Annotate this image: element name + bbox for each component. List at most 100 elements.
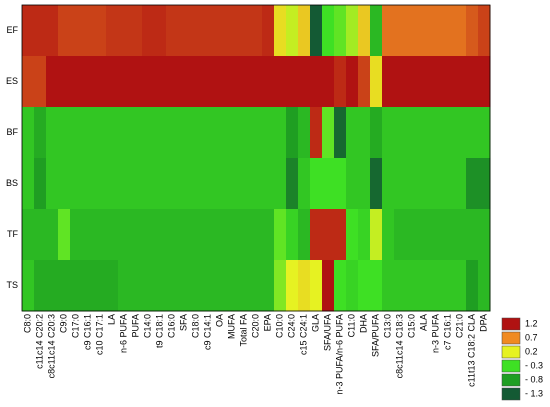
heatmap-cell: [250, 107, 263, 159]
heatmap-cell: [286, 260, 299, 312]
x-tick-label: SFA/UFA: [322, 314, 332, 351]
heatmap-cell: [274, 209, 287, 261]
heatmap-cell: [166, 107, 179, 159]
x-tick-label: C11:0: [346, 314, 356, 337]
heatmap-cell: [22, 5, 35, 57]
heatmap-cell: [34, 158, 47, 210]
x-tick-label: C17:0: [70, 314, 80, 338]
heatmap-cell: [418, 5, 431, 57]
heatmap-cell: [406, 107, 419, 159]
x-tick-label: EPA: [262, 314, 272, 331]
heatmap-cell: [358, 107, 371, 159]
heatmap-cell: [130, 56, 143, 108]
heatmap-cell: [46, 56, 59, 108]
heatmap-cell: [466, 260, 479, 312]
heatmap-cell: [430, 56, 443, 108]
heatmap-cell: [22, 56, 35, 108]
heatmap-cell: [466, 107, 479, 159]
x-tick-label: ALA: [418, 314, 428, 331]
heatmap-cell: [46, 5, 59, 57]
heatmap-cell: [130, 209, 143, 261]
heatmap-cell: [370, 158, 383, 210]
heatmap-cell: [202, 260, 215, 312]
heatmap-cell: [226, 260, 239, 312]
heatmap-cell: [130, 5, 143, 57]
x-tick-label: t9 C18:1: [154, 314, 164, 348]
heatmap-cell: [130, 260, 143, 312]
heatmap-cell: [202, 158, 215, 210]
x-tick-label: c11t13 C18:2 CLA: [466, 314, 476, 387]
heatmap-cell: [298, 107, 311, 159]
heatmap-cell: [202, 107, 215, 159]
heatmap-cell: [166, 5, 179, 57]
heatmap-cell: [22, 260, 35, 312]
heatmap-cell: [298, 158, 311, 210]
heatmap-cell: [118, 5, 131, 57]
heatmap-cell: [346, 260, 359, 312]
heatmap-cell: [202, 5, 215, 57]
heatmap-cell: [154, 5, 167, 57]
heatmap-cell: [370, 260, 383, 312]
heatmap-cell: [214, 260, 227, 312]
x-tick-label: LA: [106, 314, 116, 325]
heatmap-cell: [154, 158, 167, 210]
heatmap-cell: [382, 209, 395, 261]
heatmap-cell: [238, 209, 251, 261]
heatmap-cell: [178, 56, 191, 108]
heatmap-cell: [298, 56, 311, 108]
heatmap-cell: [262, 158, 275, 210]
x-tick-label: n-3 PUFA/n-6 PUFA: [334, 314, 344, 395]
x-tick-label: SFA/PUFA: [370, 314, 380, 357]
heatmap-cell: [322, 209, 335, 261]
x-tick-label: DHA: [358, 314, 368, 333]
heatmap-cell: [454, 209, 467, 261]
heatmap-cell: [370, 56, 383, 108]
heatmap-cell: [346, 158, 359, 210]
heatmap-cell: [226, 56, 239, 108]
legend-swatch: [501, 387, 521, 401]
heatmap-cell: [442, 209, 455, 261]
heatmap-cell: [478, 107, 491, 159]
heatmap-cell: [286, 5, 299, 57]
heatmap-cell: [466, 56, 479, 108]
heatmap-cell: [442, 158, 455, 210]
heatmap-cell: [370, 107, 383, 159]
heatmap-cell: [358, 56, 371, 108]
heatmap-cell: [34, 260, 47, 312]
heatmap-cell: [286, 56, 299, 108]
heatmap-cell: [166, 56, 179, 108]
heatmap-cell: [310, 260, 323, 312]
heatmap-cell: [238, 56, 251, 108]
heatmap-cell: [334, 56, 347, 108]
heatmap-cell: [334, 260, 347, 312]
x-tick-label: OA: [214, 314, 224, 327]
heatmap-cell: [274, 5, 287, 57]
x-tick-label: C20:0: [250, 314, 260, 338]
x-tick-label: C18:0: [190, 314, 200, 338]
heatmap-cell: [118, 107, 131, 159]
heatmap-cell: [250, 56, 263, 108]
heatmap-cell: [46, 209, 59, 261]
x-tick-label: c9 C14:1: [202, 314, 212, 350]
heatmap-cell: [58, 158, 71, 210]
heatmap-cell: [34, 56, 47, 108]
heatmap-cell: [334, 209, 347, 261]
heatmap-cell: [382, 260, 395, 312]
x-tick-label: n-3 PUFA: [430, 314, 440, 353]
heatmap-cell: [310, 5, 323, 57]
heatmap-cell: [406, 158, 419, 210]
heatmap-cell: [142, 158, 155, 210]
heatmap-cell: [454, 158, 467, 210]
heatmap-cell: [154, 107, 167, 159]
heatmap-cell: [106, 107, 119, 159]
legend-swatch: [501, 317, 521, 331]
row-label: TS: [6, 280, 18, 290]
row-label: EF: [6, 25, 18, 35]
heatmap-cell: [226, 5, 239, 57]
heatmap-cell: [22, 209, 35, 261]
heatmap-cell: [106, 56, 119, 108]
x-tick-label: PUFA: [130, 314, 140, 338]
heatmap-cell: [406, 5, 419, 57]
heatmap-cell: [70, 5, 83, 57]
legend-swatch: [501, 331, 521, 345]
